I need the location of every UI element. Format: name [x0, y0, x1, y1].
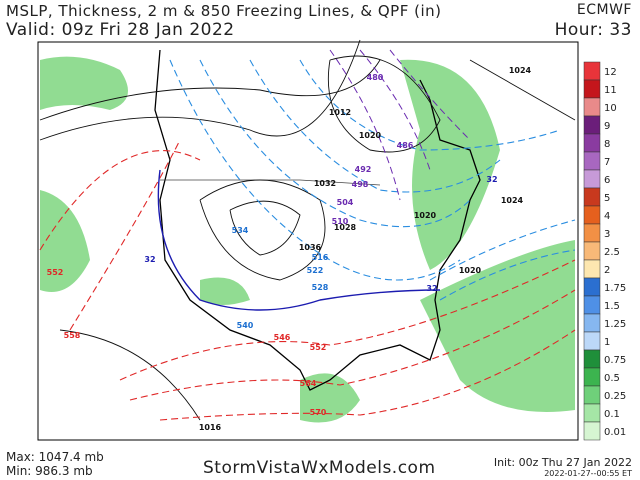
border — [160, 179, 381, 186]
legend-swatch — [583, 241, 601, 261]
precip — [200, 277, 250, 305]
precip — [300, 373, 360, 423]
contour-label: 1012 — [329, 108, 351, 117]
contour-label: 534 — [232, 226, 249, 235]
contour-label: 516 — [312, 253, 329, 262]
legend-label: 1.5 — [604, 301, 620, 312]
legend-label: 1.25 — [604, 319, 626, 330]
freezing-line — [157, 169, 441, 311]
legend-label: 0.25 — [604, 391, 626, 402]
legend-label: 10 — [604, 103, 617, 114]
legend-label: 6 — [604, 175, 610, 186]
legend-swatch — [583, 421, 601, 441]
contour-label: 486 — [397, 141, 414, 150]
contour-label: 546 — [274, 333, 291, 342]
contour-label: 558 — [64, 331, 81, 340]
legend-swatch — [583, 277, 601, 297]
legend-label: 4 — [604, 211, 610, 222]
contour-label: 498 — [352, 180, 369, 189]
contour-label: 522 — [307, 266, 324, 275]
contour-label: 564 — [300, 379, 317, 388]
legend-label: 2 — [604, 265, 610, 276]
precip — [400, 59, 500, 270]
legend-swatch — [583, 97, 601, 117]
legend-label: 11 — [604, 85, 617, 96]
legend-swatch — [583, 403, 601, 423]
legend-label: 5 — [604, 193, 610, 204]
contour-label: 32 — [426, 284, 437, 293]
contour-label: 510 — [332, 217, 349, 226]
legend-swatch — [583, 259, 601, 279]
legend-swatch — [583, 169, 601, 189]
contour-label: 492 — [355, 165, 372, 174]
legend-label: 2.5 — [604, 247, 620, 258]
legend-swatch — [583, 187, 601, 207]
legend-label: 0.01 — [604, 427, 626, 438]
legend-swatch — [583, 115, 601, 135]
legend-swatch — [583, 205, 601, 225]
contour-label: 1016 — [199, 423, 222, 432]
max-pressure: Max: 1047.4 mb — [6, 450, 104, 464]
contour-label: 1020 — [359, 131, 382, 140]
thickness-blue — [169, 59, 576, 301]
contour-label: 1024 — [501, 196, 524, 205]
legend-label: 0.5 — [604, 373, 620, 384]
legend-label: 3 — [604, 229, 610, 240]
contour-label: 528 — [312, 283, 329, 292]
legend-label: 1.75 — [604, 283, 626, 294]
title: MSLP, Thickness, 2 m & 850 Freezing Line… — [6, 2, 442, 20]
contour-label: 32 — [144, 255, 155, 264]
min-pressure: Min: 986.3 mb — [6, 464, 93, 478]
legend-swatch — [583, 313, 601, 333]
contour-label: 570 — [310, 408, 327, 417]
legend-label: 9 — [604, 121, 610, 132]
forecast-hour: Hour: 33 — [554, 20, 632, 40]
legend-swatch — [583, 151, 601, 171]
legend-label: 8 — [604, 139, 610, 150]
legend-label: 1 — [604, 337, 610, 348]
legend-swatch — [583, 331, 601, 351]
contour-label: 1020 — [459, 266, 482, 275]
model-name: ECMWF — [576, 2, 632, 18]
contour-labels: 1024 1012 1032 1036 1028 1020 1020 1016 1024 1020… — [47, 66, 532, 432]
legend-swatch — [583, 61, 601, 81]
legend-label: 0.75 — [604, 355, 626, 366]
legend-swatch — [583, 133, 601, 153]
legend-label: 7 — [604, 157, 610, 168]
precip — [420, 240, 575, 412]
contour-label: 1020 — [414, 211, 437, 220]
precip-areas — [40, 56, 575, 423]
valid-time: Valid: 09z Fri 28 Jan 2022 — [6, 20, 235, 40]
thickness-purple — [329, 49, 471, 201]
timestamp: 2022-01-27--00:55 ET — [544, 469, 632, 478]
contour-label: 1028 — [334, 223, 357, 232]
contour-label: 552 — [47, 268, 64, 277]
legend-swatch — [583, 367, 601, 387]
init-time: Init: 00z Thu 27 Jan 2022 — [493, 456, 632, 469]
legend-label: 0.1 — [604, 409, 620, 420]
contour-label: 540 — [237, 321, 254, 330]
precip — [40, 190, 90, 292]
isobars — [39, 39, 576, 421]
thickness-red — [39, 139, 576, 421]
contour-label: 1032 — [314, 179, 336, 188]
contour-label: 552 — [310, 343, 327, 352]
site-name: StormVistaWxModels.com — [203, 458, 436, 478]
contour-label: 1024 — [509, 66, 532, 75]
precip — [40, 56, 128, 110]
legend-swatch — [583, 295, 601, 315]
legend-swatch — [583, 385, 601, 405]
contour-label: 480 — [367, 73, 384, 82]
legend-swatch — [583, 223, 601, 243]
legend: 12 11 10 9 8 7 6 5 4 3 2.5 2 1.75 1.5 1.25 1 0.75 0.5 0.25… — [583, 61, 626, 441]
legend-swatch — [583, 349, 601, 369]
contour-label: 504 — [337, 198, 354, 207]
legend-label: 12 — [604, 67, 617, 78]
contour-label: 32 — [486, 175, 497, 184]
legend-swatch — [583, 79, 601, 99]
contour-label: 1036 — [299, 243, 322, 252]
